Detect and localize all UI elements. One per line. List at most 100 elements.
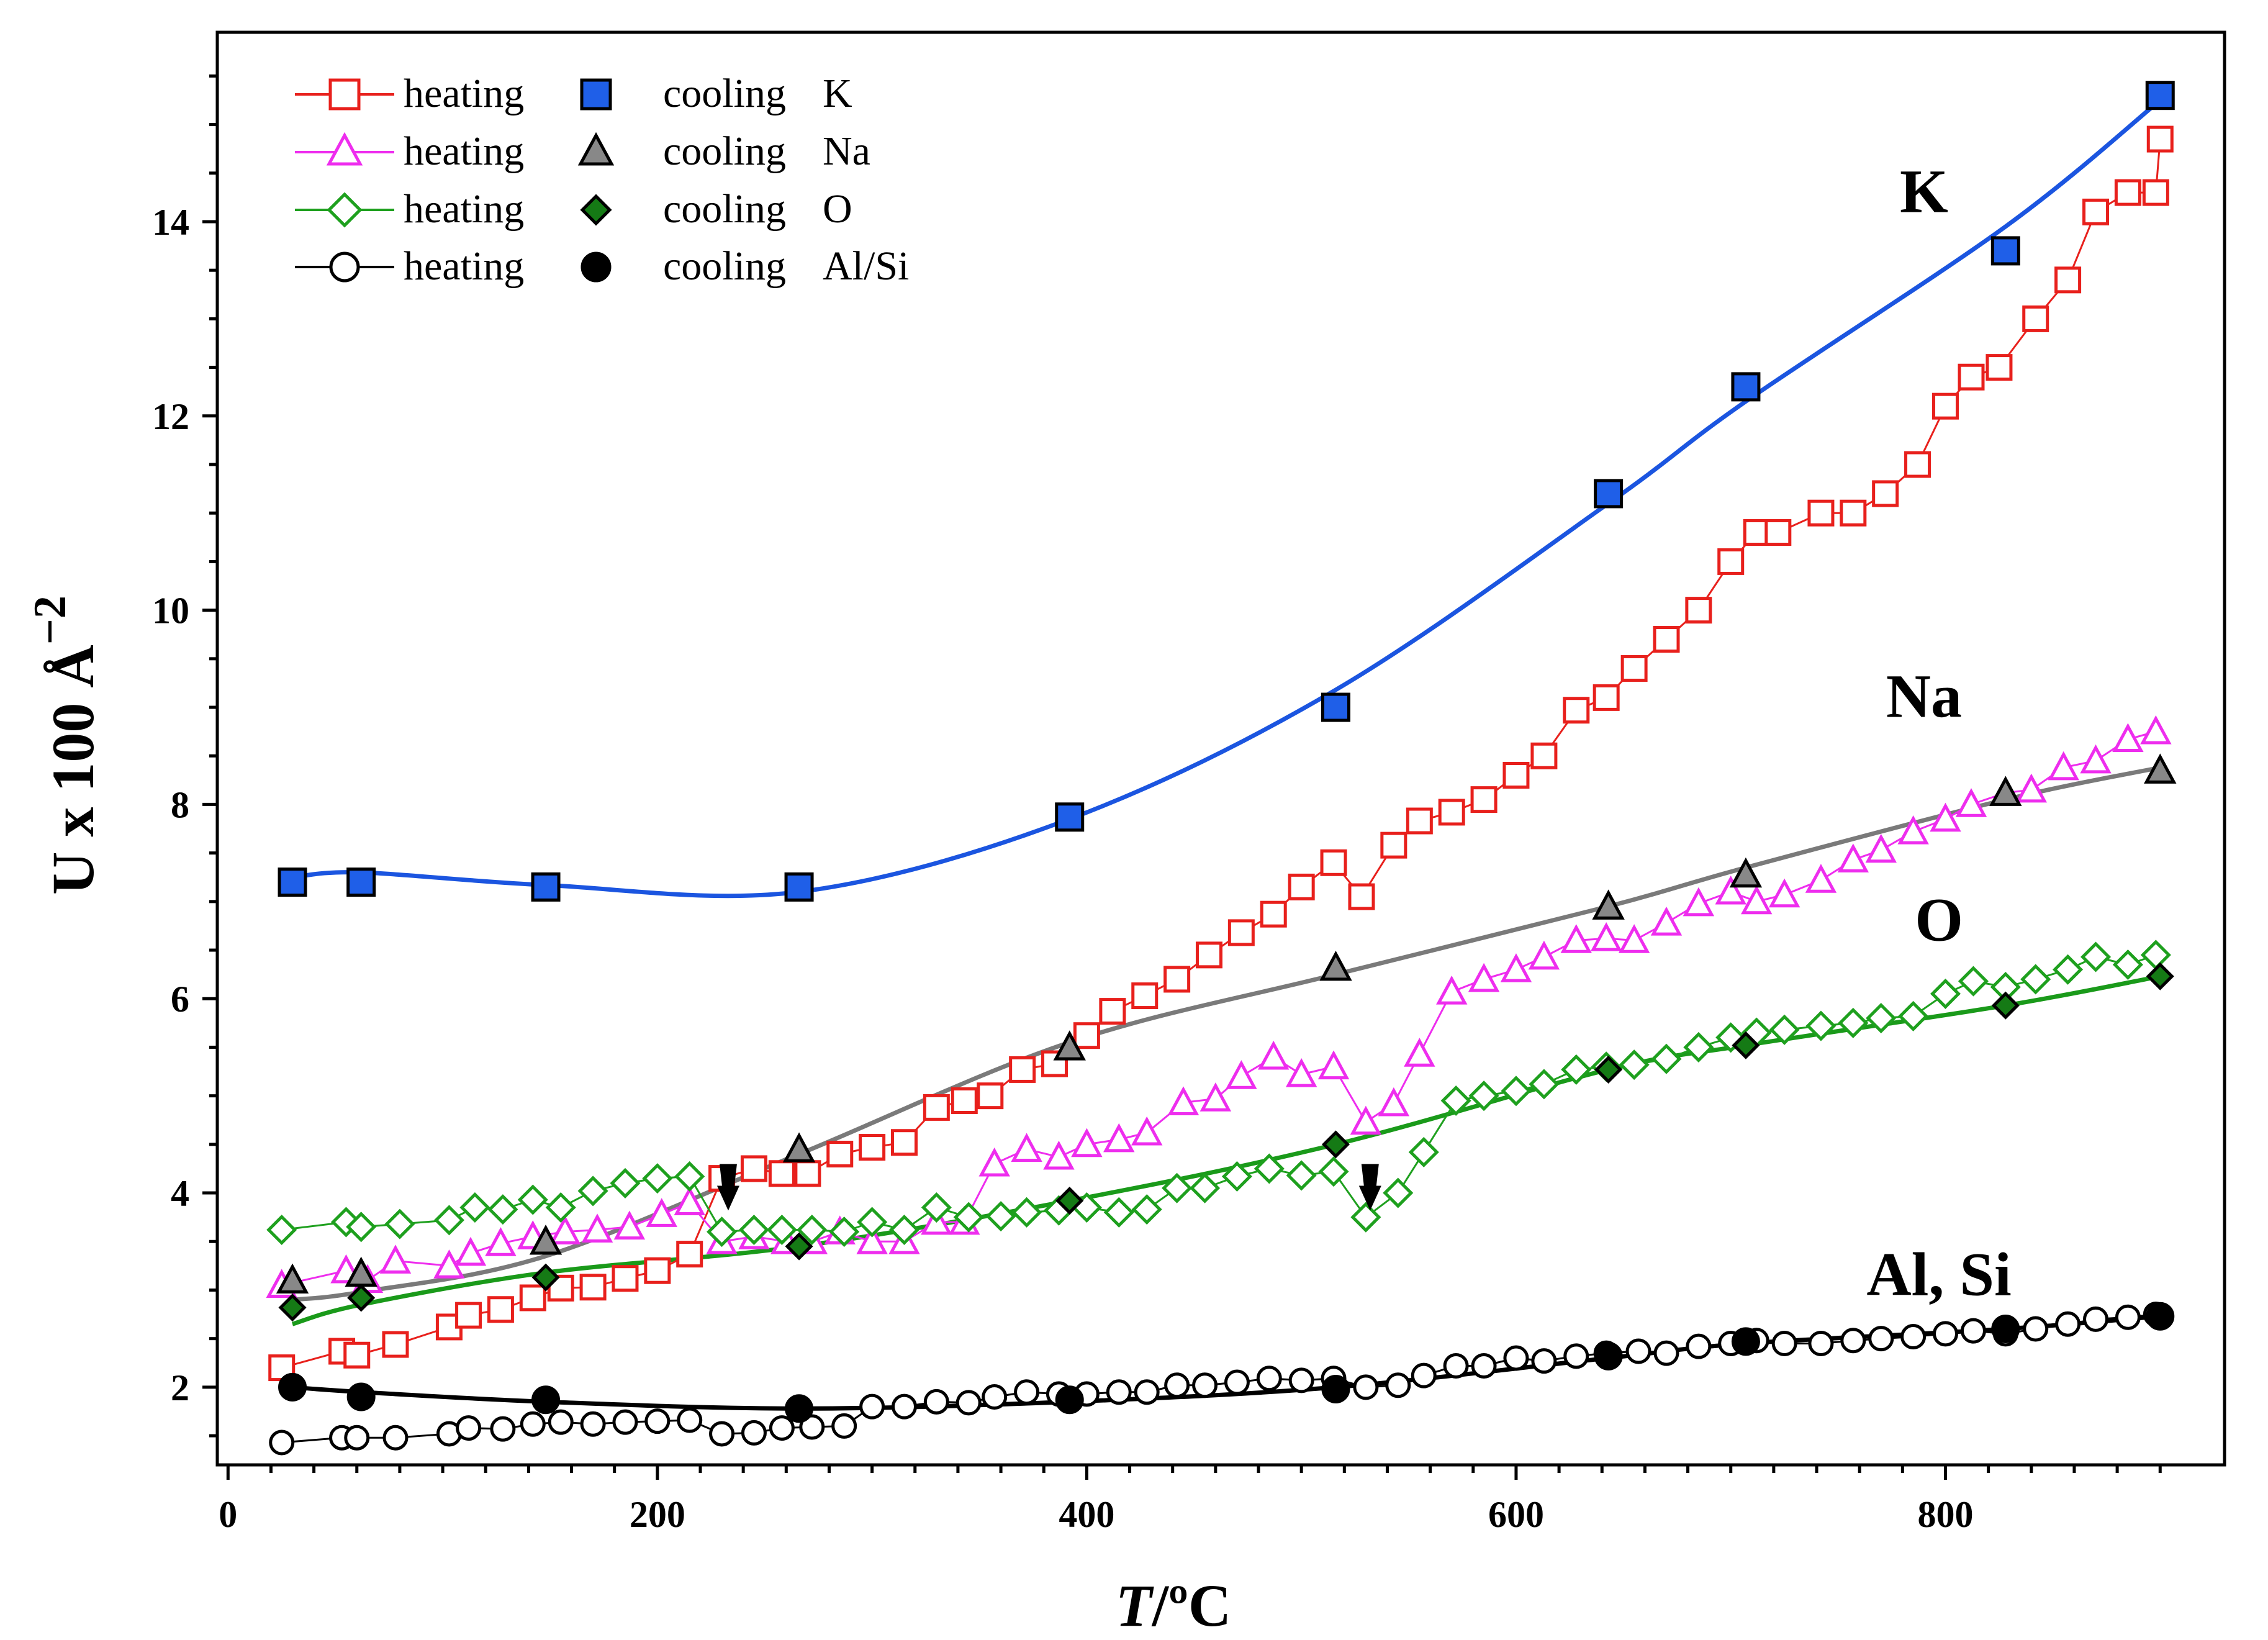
legend-na-cooling-label: cooling [663, 129, 786, 174]
data-point [1131, 1116, 1163, 1146]
data-point [379, 1244, 412, 1274]
data-point [2054, 266, 2082, 294]
arrow-marker [1358, 1164, 1381, 1211]
element-label: O [1915, 885, 1963, 954]
data-point [456, 1415, 482, 1441]
data-point [1320, 849, 1347, 876]
data-point [2140, 940, 2171, 971]
data-point [1620, 655, 1648, 682]
data-point [531, 1385, 561, 1415]
data-point [785, 1232, 813, 1261]
series-k-cooling [278, 81, 2175, 902]
legend-na-heating-label: heating [404, 129, 524, 174]
data-point [1041, 1050, 1068, 1077]
data-point [1131, 1194, 1162, 1225]
data-point [1348, 883, 1375, 910]
element-labels: K Na O Al, Si [1866, 156, 2011, 1308]
data-point [857, 1207, 888, 1238]
legend-k-heating-label: heating [404, 71, 524, 116]
data-point [1321, 692, 1350, 722]
data-point [1319, 950, 1352, 981]
data-point [1470, 786, 1498, 813]
data-point [580, 1411, 606, 1437]
legend-row-na: heating cooling Na [295, 129, 870, 174]
data-point [1227, 919, 1255, 946]
data-point [266, 1214, 297, 1246]
data-point [1592, 889, 1625, 920]
data-point [1501, 1076, 1532, 1107]
data-point [1930, 802, 1961, 832]
data-point [644, 1408, 671, 1434]
data-point [1055, 802, 1085, 832]
data-point [1318, 1156, 1349, 1187]
data-point [1768, 878, 1800, 908]
data-point [459, 1192, 490, 1223]
data-point [856, 1225, 888, 1254]
data-point [344, 1425, 370, 1451]
data-point [581, 1213, 613, 1243]
legend-o-element: O [823, 186, 852, 232]
data-point [1317, 1050, 1350, 1080]
x-axis-title-rest: /ºC [1151, 1572, 1231, 1639]
data-point [2142, 179, 2169, 206]
data-point [1653, 1340, 1679, 1366]
data-point [1053, 1030, 1086, 1061]
data-point [1200, 1082, 1232, 1112]
data-point [2146, 125, 2174, 153]
legend-o-cooling-marker [580, 194, 612, 226]
legend-na-element: Na [823, 129, 870, 174]
data-point [455, 1302, 482, 1329]
y-tick-label: 2 [171, 1367, 189, 1408]
data-point [956, 1390, 982, 1416]
legend-k-element: K [823, 71, 852, 116]
data-point [1594, 1341, 1623, 1370]
data-point [2115, 1304, 2141, 1330]
data-point [1406, 807, 1433, 835]
data-point [982, 1384, 1008, 1410]
legend-alsi-heating-marker [329, 251, 360, 283]
data-point [2020, 964, 2051, 995]
data-point [549, 1215, 581, 1244]
data-point [1099, 998, 1126, 1025]
x-tick-label: 0 [219, 1494, 237, 1535]
data-point [2146, 962, 2174, 990]
data-point [709, 1421, 735, 1447]
data-point [1897, 815, 1929, 845]
legend-o-cooling-label: cooling [663, 186, 786, 232]
data-point [1764, 519, 1792, 546]
data-point [2022, 305, 2049, 332]
data-point [384, 1208, 415, 1239]
series-alsi-heating [269, 1302, 2169, 1456]
y-axis-title: U x 100 Å−2 [25, 596, 106, 895]
data-point [1164, 1372, 1190, 1398]
data-point [1011, 1133, 1042, 1162]
y-axis-title-main: U x 100 Å [40, 645, 106, 895]
data-point [1256, 1366, 1282, 1392]
data-point [1285, 1058, 1317, 1087]
data-point [923, 1389, 949, 1415]
data-point [1103, 1123, 1135, 1153]
data-point [613, 1210, 646, 1240]
data-point [1865, 833, 1897, 863]
element-label: K [1900, 156, 1948, 225]
data-point [1321, 1130, 1350, 1159]
data-point [1960, 1318, 1986, 1344]
data-point [612, 1265, 639, 1292]
data-point [545, 1192, 576, 1223]
data-point [1350, 1105, 1382, 1135]
data-point [740, 1155, 767, 1182]
data-point [1594, 1055, 1623, 1084]
data-point [646, 1198, 677, 1227]
data-point [1404, 1038, 1435, 1067]
data-point [738, 1214, 769, 1246]
legend-o-heating-marker [327, 192, 363, 228]
series-na-cooling [276, 753, 2177, 1294]
y-tick-label: 12 [152, 396, 189, 437]
data-point [785, 1394, 814, 1423]
data-point [1353, 1374, 1379, 1400]
data-point [577, 1176, 608, 1207]
data-point [1162, 1172, 1193, 1203]
data-point [799, 1414, 825, 1440]
data-point [1619, 1049, 1650, 1080]
data-point [2145, 81, 2175, 111]
